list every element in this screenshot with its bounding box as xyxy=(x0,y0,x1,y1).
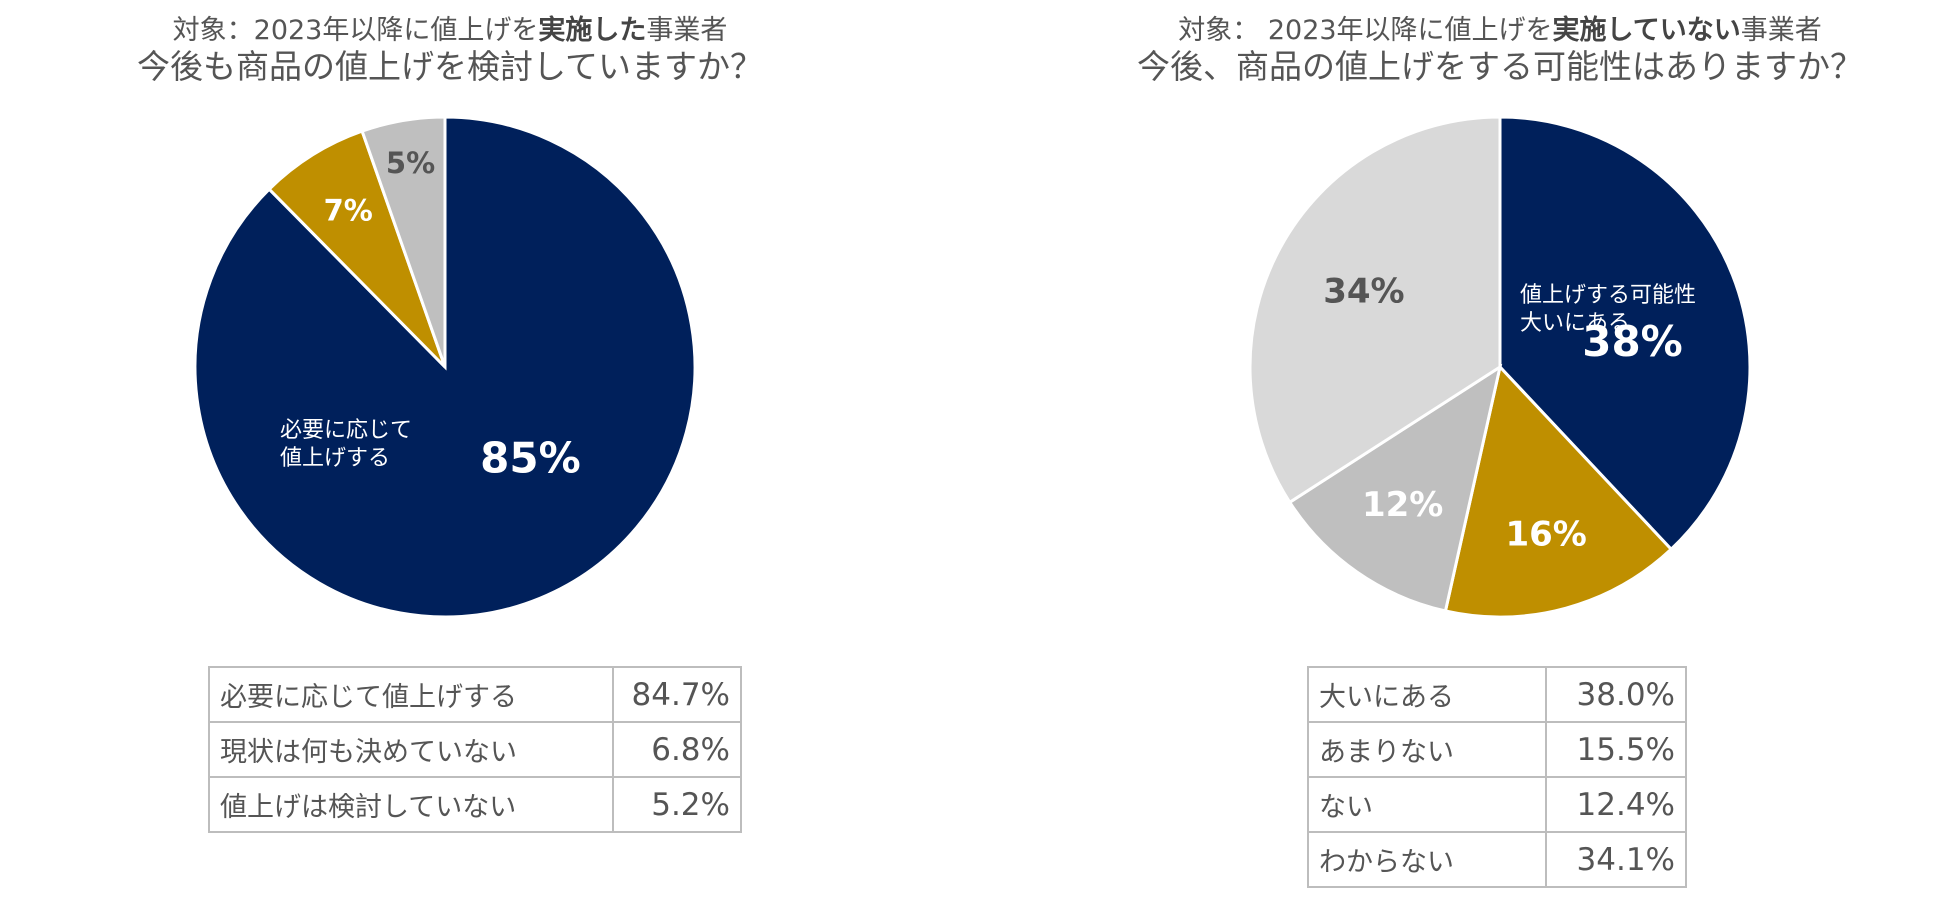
table-row: 値上げは検討していない 5.2% xyxy=(208,776,742,833)
table-cell-label: 大いにある xyxy=(1307,666,1547,723)
value-table-left: 必要に応じて値上げする 84.7% 現状は何も決めていない 6.8% 値上げは検… xyxy=(208,666,742,833)
pie-chart-left: 85% 7% 5% 必要に応じて値上げする xyxy=(193,115,697,619)
chart-panel-left: 対象：2023年以降に値上げを実施した事業者 今後も商品の値上げを検討しています… xyxy=(0,0,900,903)
slice-percent-label: 85% xyxy=(480,433,581,482)
pie-slice xyxy=(1443,363,1674,619)
pie-slice xyxy=(1498,115,1752,552)
table-cell-value: 34.1% xyxy=(1545,831,1687,888)
chart-subtitle-right: 今後、商品の値上げをする可能性はありますか？ xyxy=(1137,47,1863,86)
pie-slice xyxy=(1248,115,1502,505)
table-cell-label: わからない xyxy=(1307,831,1547,888)
value-table-right: 大いにある 38.0% あまりない 15.5% ない 12.4% わからない 3… xyxy=(1307,666,1687,888)
table-row: わからない 34.1% xyxy=(1307,831,1687,888)
slice-percent-label: 7% xyxy=(324,193,373,227)
table-cell-value: 15.5% xyxy=(1545,721,1687,778)
table-cell-label: あまりない xyxy=(1307,721,1547,778)
table-row: ない 12.4% xyxy=(1307,776,1687,833)
table-cell-value: 38.0% xyxy=(1545,666,1687,723)
table-cell-label: ない xyxy=(1307,776,1547,833)
chart-title-right: 対象： 2023年以降に値上げを実施していない事業者 xyxy=(1178,15,1822,46)
slice-inner-label: 値上げする可能性 xyxy=(1520,283,1696,308)
slice-percent-label: 12% xyxy=(1362,485,1443,525)
table-cell-label: 必要に応じて値上げする xyxy=(208,666,614,723)
chart-panel-right: 対象： 2023年以降に値上げを実施していない事業者 今後、商品の値上げをする可… xyxy=(1050,0,1950,903)
table-cell-value: 12.4% xyxy=(1545,776,1687,833)
table-row: 必要に応じて値上げする 84.7% xyxy=(208,666,742,723)
table-cell-label: 値上げは検討していない xyxy=(208,776,614,833)
table-cell-label: 現状は何も決めていない xyxy=(208,721,614,778)
slice-percent-label: 34% xyxy=(1323,271,1404,311)
table-cell-value: 6.8% xyxy=(612,721,742,778)
table-row: あまりない 15.5% xyxy=(1307,721,1687,778)
slice-percent-label: 16% xyxy=(1505,514,1586,554)
table-row: 現状は何も決めていない 6.8% xyxy=(208,721,742,778)
slice-percent-label: 38% xyxy=(1582,317,1683,366)
pie-slice xyxy=(360,115,447,368)
chart-subtitle-left: 今後も商品の値上げを検討していますか？ xyxy=(136,47,763,86)
slice-inner-label: 必要に応じて xyxy=(280,418,412,443)
table-cell-value: 84.7% xyxy=(612,666,742,723)
slice-inner-label: 大いにある xyxy=(1520,311,1630,336)
pie-slice xyxy=(1287,363,1503,613)
table-row: 大いにある 38.0% xyxy=(1307,666,1687,723)
slice-inner-label: 値上げする xyxy=(280,446,390,471)
slice-percent-label: 5% xyxy=(386,146,435,180)
table-cell-value: 5.2% xyxy=(612,776,742,833)
pie-slice xyxy=(267,129,447,369)
chart-title-left: 対象：2023年以降に値上げを実施した事業者 xyxy=(172,15,728,46)
